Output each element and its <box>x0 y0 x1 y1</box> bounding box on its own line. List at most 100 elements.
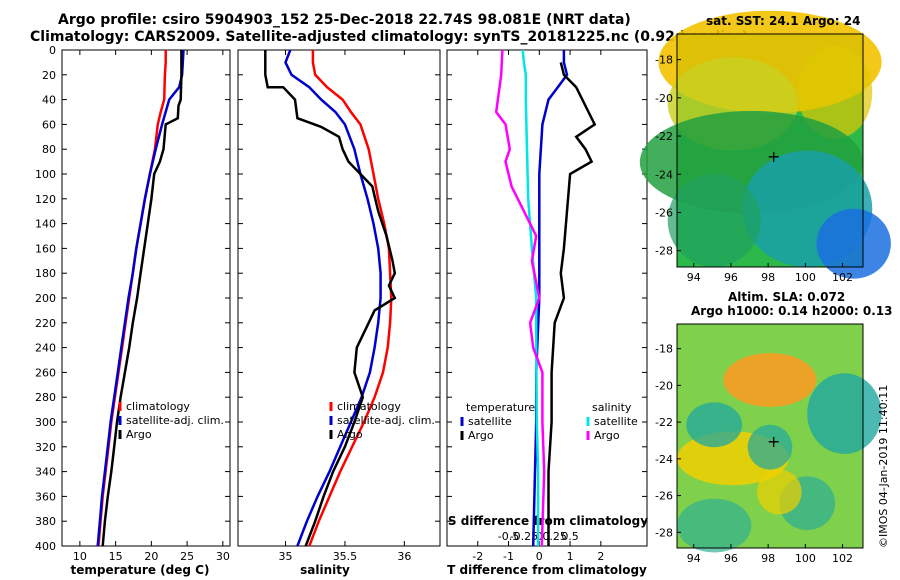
depth-tick-label: 220 <box>35 317 56 330</box>
sst-map-argo-marker: + <box>767 147 780 166</box>
sla-map-y-tick-label: -24 <box>655 453 673 466</box>
sst-map-field-patch <box>816 208 891 279</box>
legend-temperature-1: Argo <box>468 429 494 442</box>
sst-map-x-tick-label: 102 <box>832 271 853 284</box>
depth-tick-label: 100 <box>35 168 56 181</box>
temperature-panel: temperature (deg C) 10 15 20 25 30 <box>61 49 231 577</box>
series-salinity-argo <box>264 50 397 547</box>
depth-axis: 0 20 40 60 80 100 120 140 160 180 200 220 240 260 280 3… <box>35 44 647 553</box>
sla-map-y-tick-label: -26 <box>655 490 673 503</box>
depth-tick-label: 40 <box>42 94 56 107</box>
sla-map-x-tick-label: 94 <box>687 552 701 565</box>
series-temperature-climatology <box>97 50 167 547</box>
legend-salinity-title: salinity <box>592 401 632 414</box>
series-salinity-satellite <box>284 49 382 547</box>
imos-credit: ©IMOS 04-Jan-2019 11:40:11 <box>877 385 890 548</box>
title-line-1: Argo profile: csiro 5904903_152 25-Dec-2… <box>58 12 631 28</box>
depth-tick-label: 240 <box>35 342 56 355</box>
x-tick-label: 35.5 <box>333 550 358 563</box>
series-layer <box>96 49 597 547</box>
sla-map: 94 96 98 100 102 -18 -20 -22 -24 -26 -28 + <box>655 323 882 565</box>
series-salinity-climatology <box>308 50 393 547</box>
sst-map-x-tick-label: 94 <box>687 271 701 284</box>
sst-map-title: sat. SST: 24.1 Argo: 24 <box>706 14 861 28</box>
sst-map-y-tick-label: -22 <box>655 130 673 143</box>
sla-map-field-patch <box>677 498 752 553</box>
x-tick-label: -1 <box>503 550 514 563</box>
sst-map-y-tick-label: -24 <box>655 168 673 181</box>
depth-tick-label: 0 <box>49 44 56 57</box>
s-tick-label: -0.25 <box>510 530 538 543</box>
sst-map-field-patch <box>797 45 873 139</box>
sla-map-field-patch <box>686 402 743 448</box>
series-differences-s-argo <box>494 49 546 547</box>
depth-tick-label: 120 <box>35 193 56 206</box>
s-tick-label: -0.5 <box>498 530 519 543</box>
sla-map-frame <box>676 323 864 549</box>
depth-tick-label: 60 <box>42 118 56 131</box>
sla-map-y-tick-label: -28 <box>655 526 673 539</box>
sla-map-x-tick-label: 100 <box>795 552 816 565</box>
sla-map-title-2: Argo h1000: 0.14 h2000: 0.13 <box>691 304 893 318</box>
x-tick-label: 15 <box>109 550 123 563</box>
depth-tick-label: 260 <box>35 366 56 379</box>
sla-map-y-tick-label: -18 <box>655 343 673 356</box>
temperature-x-label: temperature (deg C) <box>71 563 210 577</box>
sla-map-field-patch <box>747 424 793 470</box>
depth-tick-label: 200 <box>35 292 56 305</box>
depth-tick-label: 180 <box>35 267 56 280</box>
sla-map-y-tick-label: -22 <box>655 416 673 429</box>
series-temperature-satellite <box>96 49 185 547</box>
x-tick-label: 25 <box>180 550 194 563</box>
legend-temperature-0: climatology <box>126 400 190 413</box>
depth-tick-label: 380 <box>35 515 56 528</box>
sla-map-x-tick-label: 96 <box>724 552 738 565</box>
t-difference-x-label: T difference from climatology <box>447 563 647 577</box>
x-tick-label: 1 <box>567 550 574 563</box>
legend-salinity-2: Argo <box>337 428 363 441</box>
depth-tick-label: 140 <box>35 218 56 231</box>
series-differences-t-argo <box>547 62 597 546</box>
x-tick-label: -2 <box>472 550 483 563</box>
series-temperature-argo <box>101 50 183 547</box>
depth-tick-label: 320 <box>35 441 56 454</box>
sst-map-x-tick-label: 96 <box>724 271 738 284</box>
x-tick-label: 20 <box>144 550 158 563</box>
x-tick-label: 2 <box>597 550 604 563</box>
sla-map-title-1: Altim. SLA: 0.072 <box>728 290 846 304</box>
legend-temperature-1: satellite-adj. clim. <box>126 414 224 427</box>
salinity-x-label: salinity <box>300 563 350 577</box>
legend-salinity-0: satellite <box>594 415 638 428</box>
sla-map-field-patch <box>723 353 817 407</box>
x-tick-label: 30 <box>216 550 230 563</box>
s-tick-label: 0.5 <box>561 530 579 543</box>
sla-map-x-tick-label: 102 <box>832 552 853 565</box>
sst-map: 94 96 98 100 102 -18 -20 -22 -24 -26 -28 + <box>639 10 891 284</box>
depth-tick-label: 160 <box>35 242 56 255</box>
x-tick-label: 10 <box>73 550 87 563</box>
sla-map-y-tick-label: -20 <box>655 379 673 392</box>
sst-map-y-tick-label: -26 <box>655 206 673 219</box>
legend-salinity-1: Argo <box>594 429 620 442</box>
depth-tick-label: 20 <box>42 69 56 82</box>
legend-salinity-1: satellite-adj. clim. <box>337 414 435 427</box>
legend-salinity-0: climatology <box>337 400 401 413</box>
x-tick-label: 0 <box>536 550 543 563</box>
depth-tick-label: 360 <box>35 490 56 503</box>
depth-tick-label: 300 <box>35 416 56 429</box>
sla-map-field-patch <box>756 469 802 515</box>
depth-tick-label: 80 <box>42 143 56 156</box>
depth-tick-label: 340 <box>35 466 56 479</box>
sla-map-x-tick-label: 98 <box>761 552 775 565</box>
salinity-panel: salinity 35 35.5 36 <box>237 49 441 577</box>
x-tick-label: 36 <box>397 550 411 563</box>
legend-temperature-2: Argo <box>126 428 152 441</box>
sst-map-x-tick-label: 100 <box>795 271 816 284</box>
depth-tick-label: 280 <box>35 391 56 404</box>
sla-map-field-patch <box>807 373 882 454</box>
sla-map-argo-marker: + <box>767 432 780 451</box>
sst-map-x-tick-label: 98 <box>761 271 775 284</box>
x-tick-label: 35 <box>279 550 293 563</box>
legend-temperature-title: temperature <box>466 401 535 414</box>
